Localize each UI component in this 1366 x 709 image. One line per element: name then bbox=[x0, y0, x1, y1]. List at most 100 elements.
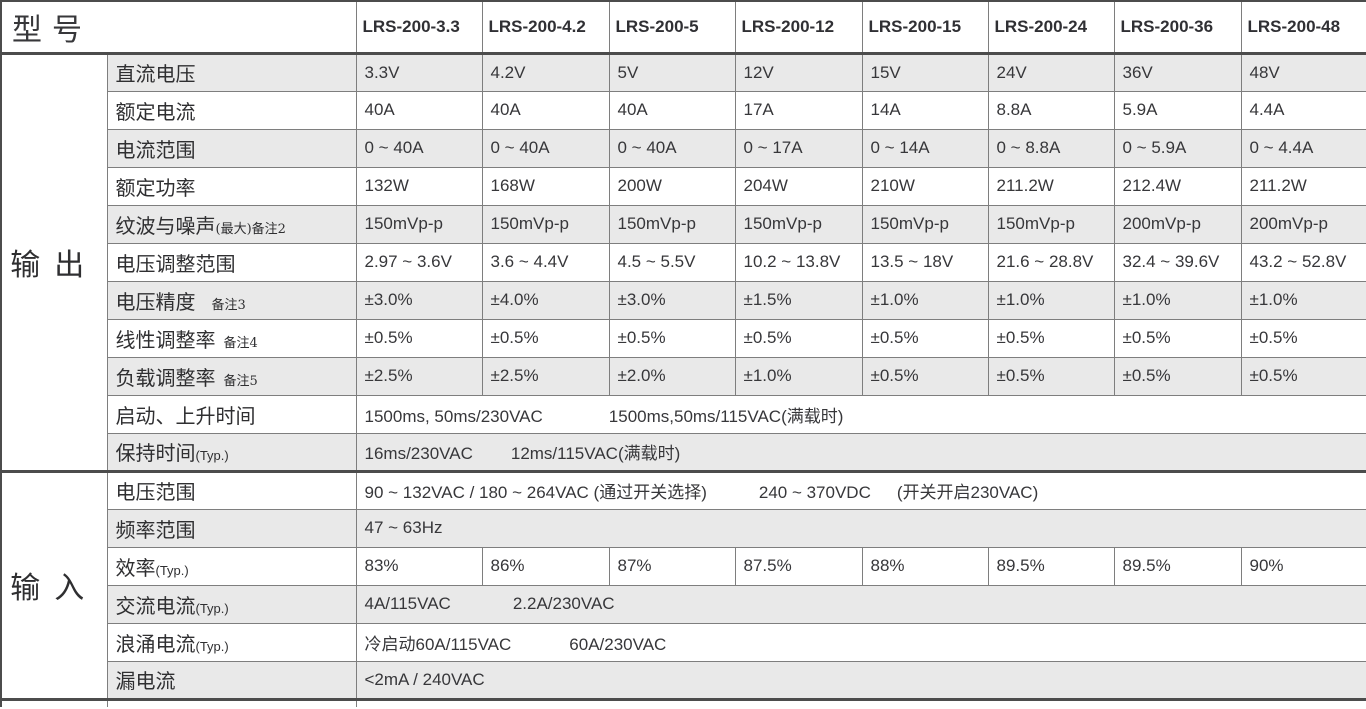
spec-value: 200W bbox=[608, 166, 736, 206]
model-header: LRS-200-4.2 bbox=[481, 0, 610, 55]
spec-value: ±4.0% bbox=[481, 280, 610, 320]
typ-note: (Typ.) bbox=[155, 562, 189, 578]
spec-value: 17A bbox=[734, 90, 863, 130]
row-efficiency: 效率(Typ.) 83% 86% 87% 87.5% 88% 89.5% 89.… bbox=[1, 546, 1366, 586]
spec-value: 0 ~ 4.4A bbox=[1240, 128, 1366, 168]
spec-label-text: 负载调整率 bbox=[115, 365, 216, 390]
spec-value-part: 240 ~ 370VDC bbox=[758, 483, 871, 502]
spec-value: 211.2W bbox=[1240, 166, 1366, 206]
row-line-regulation: 线性调整率 备注4 ±0.5% ±0.5% ±0.5% ±0.5% ±0.5% ±… bbox=[1, 318, 1366, 358]
spec-value: 32.4 ~ 39.6V bbox=[1113, 242, 1242, 282]
spec-label: 交流电流(Typ.) bbox=[106, 584, 357, 624]
spec-value: 90% bbox=[1240, 546, 1366, 586]
model-header: LRS-200-5 bbox=[608, 0, 736, 55]
spec-value: 0 ~ 40A bbox=[355, 128, 483, 168]
spec-label: 电压调整范围 bbox=[106, 242, 357, 282]
spec-value: 211.2W bbox=[987, 166, 1115, 206]
row-rated-current: 额定电流 40A 40A 40A 17A 14A 8.8A 5.9A 4.4A bbox=[1, 90, 1366, 130]
spec-value-span: 47 ~ 63Hz bbox=[355, 508, 1366, 548]
spec-value: ±0.5% bbox=[1240, 318, 1366, 358]
row-ripple-noise: 纹波与噪声(最大)备注2 150mVp-p 150mVp-p 150mVp-p … bbox=[1, 204, 1366, 244]
spec-value: 15V bbox=[861, 52, 989, 92]
spec-value: 168W bbox=[481, 166, 610, 206]
footnote-ref: 备注4 bbox=[223, 335, 258, 351]
spec-value: 86% bbox=[481, 546, 610, 586]
spec-value: ±3.0% bbox=[608, 280, 736, 320]
header-row: 型号 LRS-200-3.3 LRS-200-4.2 LRS-200-5 LRS… bbox=[0, 0, 1366, 55]
spec-value: ±1.0% bbox=[861, 280, 989, 320]
model-header: LRS-200-36 bbox=[1113, 0, 1242, 55]
spec-value: 8.8A bbox=[987, 90, 1115, 130]
spec-value: 4.2V bbox=[481, 52, 610, 92]
row-frequency-range: 频率范围 47 ~ 63Hz bbox=[1, 508, 1366, 548]
spec-value-span: 90 ~ 132VAC / 180 ~ 264VAC (通过开关选择) 240 ~… bbox=[355, 470, 1366, 510]
spec-value: 150mVp-p bbox=[608, 204, 736, 244]
spec-value: ±0.5% bbox=[861, 318, 989, 358]
spec-value: 87.5% bbox=[734, 546, 863, 586]
model-header: LRS-200-48 bbox=[1240, 0, 1366, 55]
spec-value-part: 1500ms, 50ms/230VAC bbox=[364, 406, 543, 426]
row-dc-voltage: 输出 直流电压 3.3V 4.2V 5V 12V 15V 24V 36V 48V bbox=[0, 52, 1366, 473]
spec-value: ±0.5% bbox=[861, 356, 989, 396]
model-header: LRS-200-15 bbox=[861, 0, 989, 55]
spec-value: ±2.0% bbox=[608, 356, 736, 396]
row-voltage-range: 输入 电压范围 90 ~ 132VAC / 180 ~ 264VAC (通过开关… bbox=[0, 470, 1366, 701]
spec-value-span: <2mA / 240VAC bbox=[355, 660, 1366, 701]
spec-value: 0 ~ 17A bbox=[734, 128, 863, 168]
spec-value: ±0.5% bbox=[987, 318, 1115, 358]
spec-value-part: 12ms/115VAC(满载时) bbox=[510, 444, 681, 463]
spec-value: 150mVp-p bbox=[734, 204, 863, 244]
spec-value-part: 冷启动60A/115VAC bbox=[364, 634, 512, 654]
spec-value: ±1.5% bbox=[734, 280, 863, 320]
spec-label: 直流电压 bbox=[106, 52, 357, 92]
spec-value: 4.5 ~ 5.5V bbox=[608, 242, 736, 282]
spec-value: 3.6 ~ 4.4V bbox=[481, 242, 610, 282]
spec-value: 200mVp-p bbox=[1240, 204, 1366, 244]
spec-value-part: 2.2A/230VAC bbox=[512, 594, 615, 613]
spec-value: 87% bbox=[608, 546, 736, 586]
spec-value: 0 ~ 8.8A bbox=[987, 128, 1115, 168]
spec-value: ±0.5% bbox=[734, 318, 863, 358]
spec-value: 13.5 ~ 18V bbox=[861, 242, 989, 282]
spec-value: ±0.5% bbox=[987, 356, 1115, 396]
spec-value: ±2.5% bbox=[355, 356, 483, 396]
spec-value: 88% bbox=[861, 546, 989, 586]
spec-value: ±1.0% bbox=[987, 280, 1115, 320]
row-load-regulation: 负载调整率 备注5 ±2.5% ±2.5% ±2.0% ±1.0% ±0.5% ±… bbox=[1, 356, 1366, 396]
spec-value: 212.4W bbox=[1113, 166, 1242, 206]
spec-value: 14A bbox=[861, 90, 989, 130]
spec-value-span: 冷启动60A/115VAC 60A/230VAC bbox=[355, 622, 1366, 662]
spec-value: 21.6 ~ 28.8V bbox=[987, 242, 1115, 282]
spec-label-text: 交流电流 bbox=[115, 593, 196, 618]
typ-note: (Typ.) bbox=[195, 638, 229, 654]
row-partial-cutoff bbox=[0, 698, 1366, 707]
spec-value: 5.9A bbox=[1113, 90, 1242, 130]
spec-value: 150mVp-p bbox=[355, 204, 483, 244]
spec-value-span: 16ms/230VAC 12ms/115VAC(满载时) bbox=[355, 432, 1366, 473]
spec-value-part: 4A/115VAC bbox=[364, 594, 451, 613]
spec-label: 电流范围 bbox=[106, 128, 357, 168]
spec-value: 43.2 ~ 52.8V bbox=[1240, 242, 1366, 282]
row-current-range: 电流范围 0 ~ 40A 0 ~ 40A 0 ~ 40A 0 ~ 17A 0 ~… bbox=[1, 128, 1366, 168]
spec-label-note: (最大) bbox=[215, 221, 252, 237]
spec-label: 启动、上升时间 bbox=[106, 394, 357, 434]
spec-value: 0 ~ 40A bbox=[481, 128, 610, 168]
row-voltage-adj-range: 电压调整范围 2.97 ~ 3.6V 3.6 ~ 4.4V 4.5 ~ 5.5V… bbox=[1, 242, 1366, 282]
row-setup-rise-time: 启动、上升时间 1500ms, 50ms/230VAC 1500ms,50ms/1… bbox=[1, 394, 1366, 434]
spec-label: 保持时间(Typ.) bbox=[106, 432, 357, 473]
spec-value-span: 1500ms, 50ms/230VAC 1500ms,50ms/115VAC(满载… bbox=[355, 394, 1366, 434]
partial-cell bbox=[355, 698, 1366, 707]
spec-value: 40A bbox=[481, 90, 610, 130]
spec-value: ±1.0% bbox=[1240, 280, 1366, 320]
spec-value: 150mVp-p bbox=[987, 204, 1115, 244]
spec-label: 线性调整率 备注4 bbox=[106, 318, 357, 358]
spec-value: 2.97 ~ 3.6V bbox=[355, 242, 483, 282]
spec-value-part: 16ms/230VAC bbox=[364, 444, 473, 463]
model-header: LRS-200-3.3 bbox=[355, 0, 483, 55]
partial-cell bbox=[0, 698, 108, 707]
section-label-output: 输出 bbox=[0, 52, 108, 473]
spec-label: 纹波与噪声(最大)备注2 bbox=[106, 204, 357, 244]
spec-value: 40A bbox=[608, 90, 736, 130]
spec-value: 36V bbox=[1113, 52, 1242, 92]
